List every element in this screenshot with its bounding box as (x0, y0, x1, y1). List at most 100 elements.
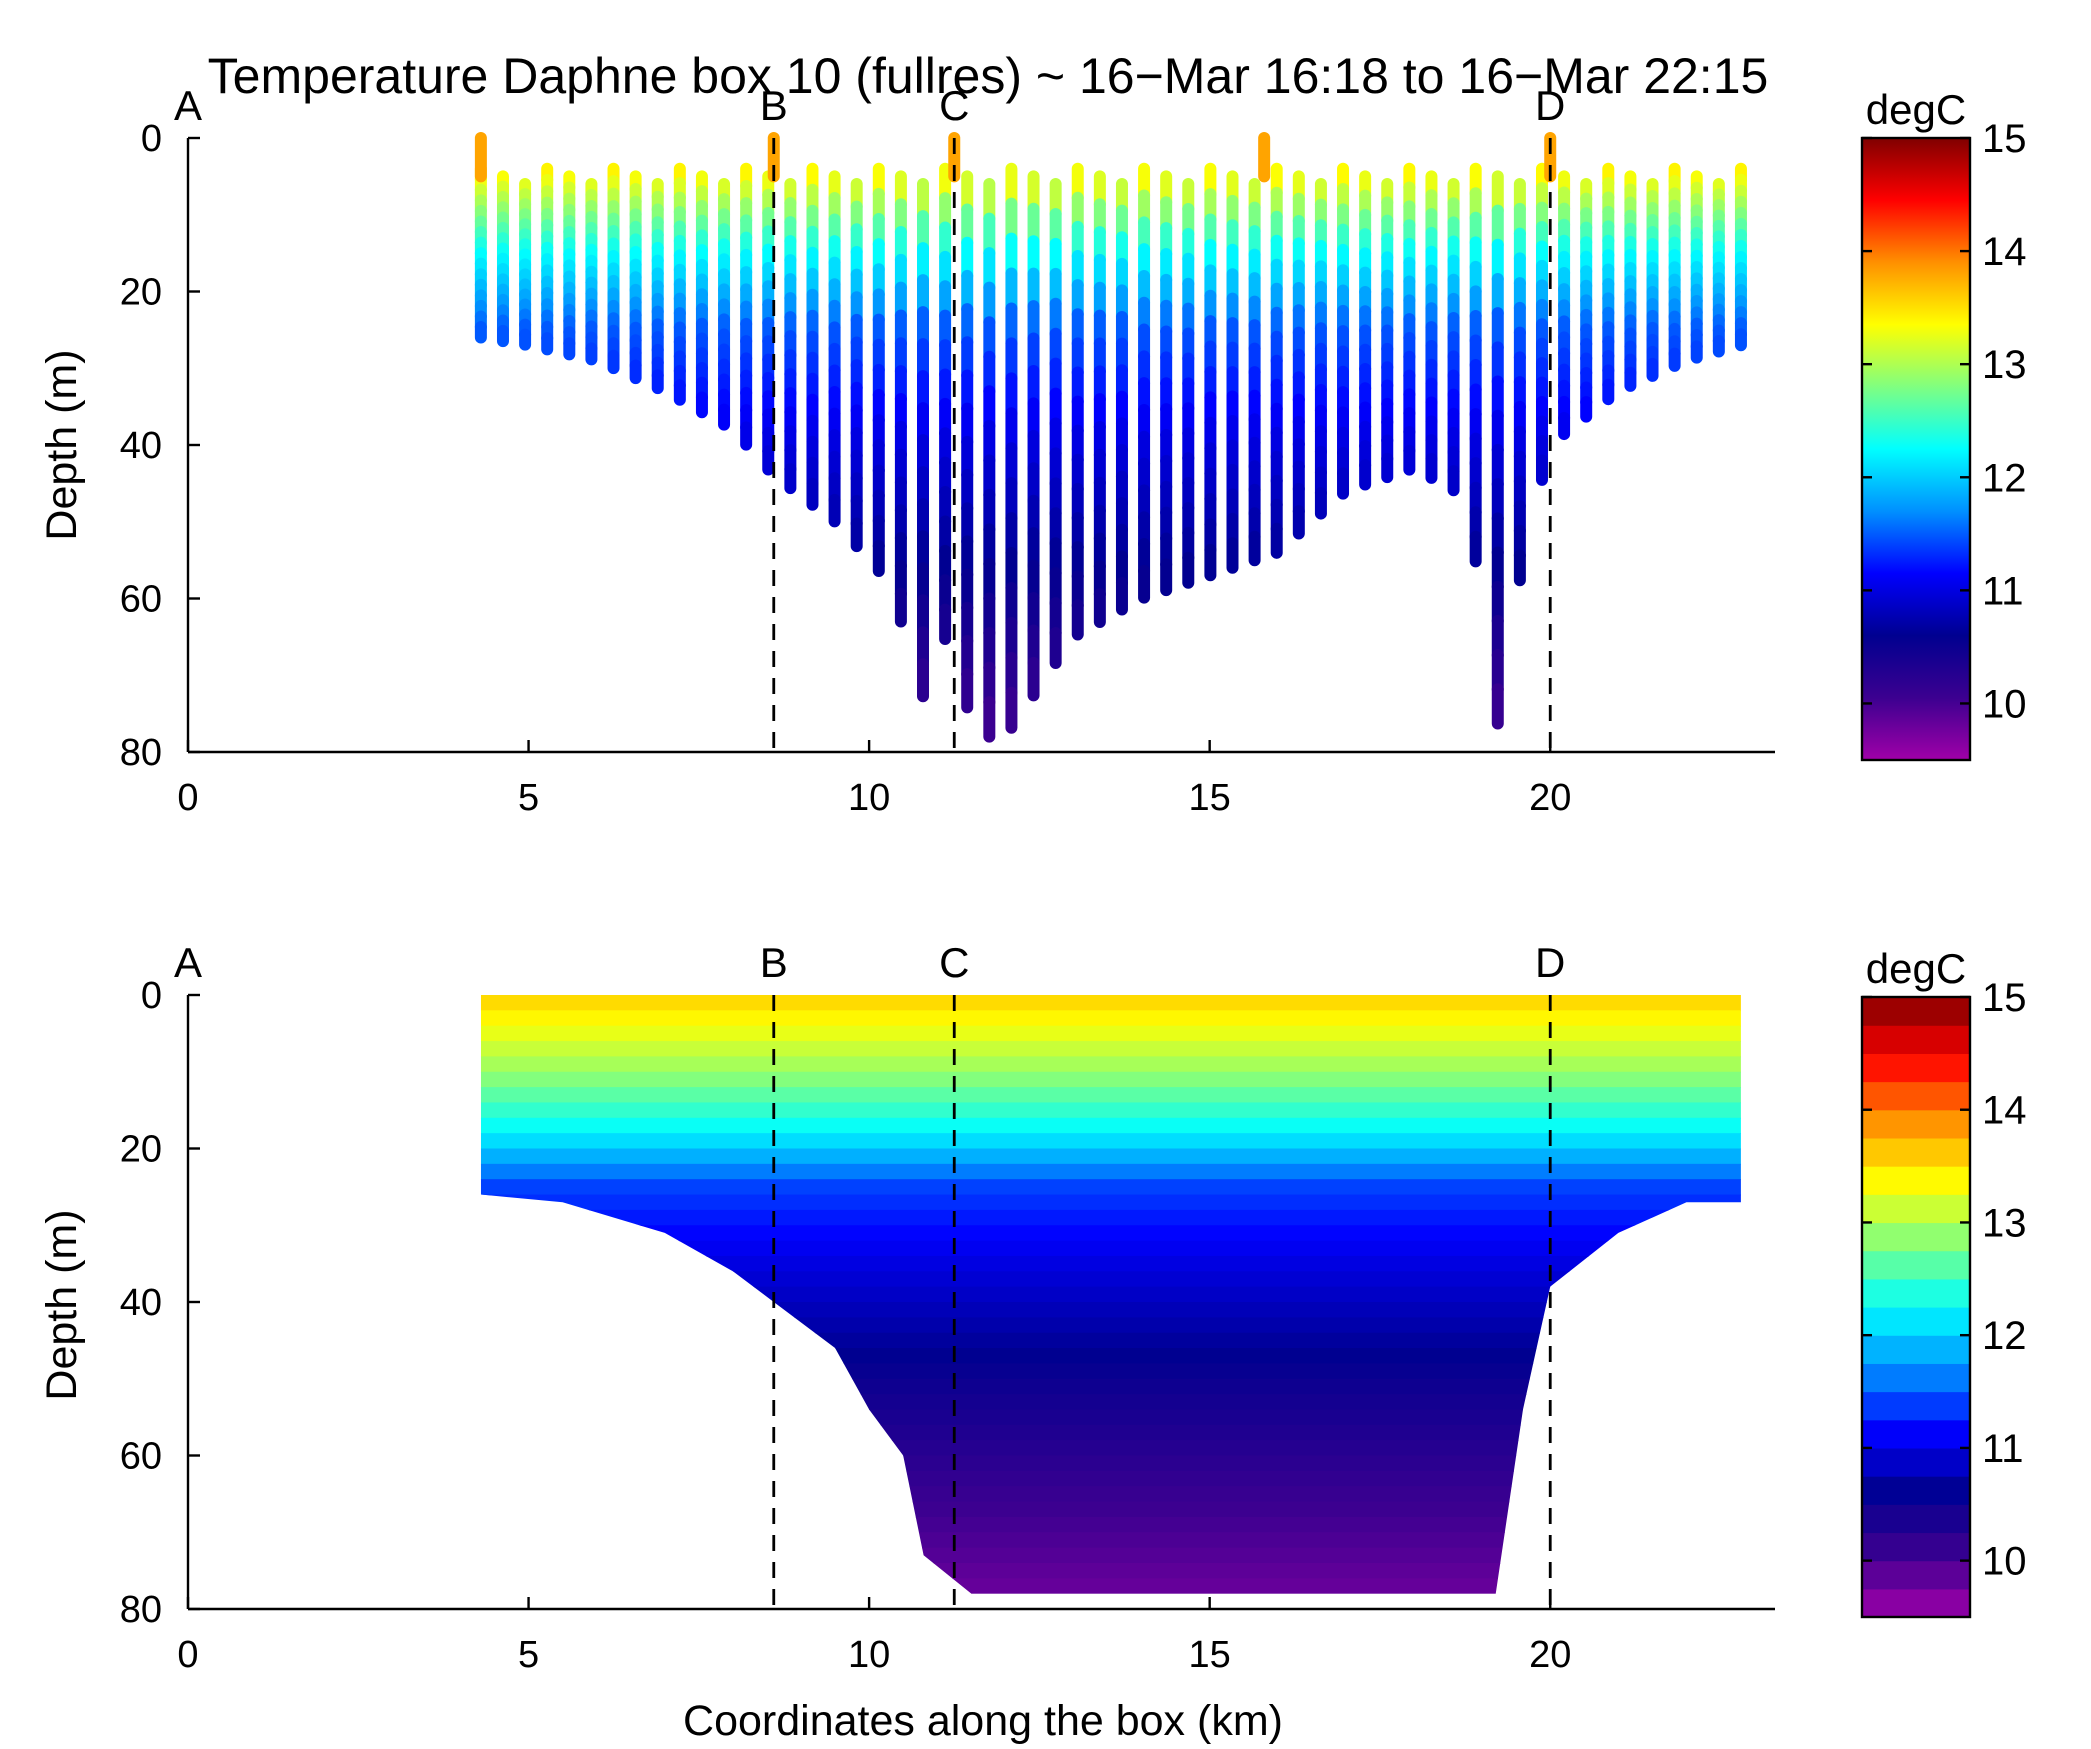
top-y-axis-label: Depth (m) (38, 349, 86, 540)
bottom-colorbar-tick-label: 13 (1982, 1201, 2027, 1245)
top-marker-label-b: B (760, 82, 788, 129)
top-marker-label-d: D (1535, 82, 1565, 129)
figure-title: Temperature Daphne box 10 (fullres) ~ 16… (208, 48, 1769, 104)
bottom-colorbar-band (1862, 1053, 1970, 1083)
bottom-colorbar-band (1862, 1588, 1970, 1618)
temperature-band (480, 1409, 1741, 1426)
top-colorbar-gradient (1862, 138, 1970, 760)
bottom-colorbar: 10 11 12 13 14 15 degC (1860, 945, 2027, 1619)
top-marker-label-c: C (939, 82, 969, 129)
bottom-colorbar-band (1862, 1025, 1970, 1054)
temperature-band (480, 1378, 1741, 1395)
top-y-tick-label: 0 (141, 118, 162, 160)
temperature-band (480, 1302, 1741, 1319)
bottom-x-tick-label: 10 (848, 1634, 890, 1676)
temperature-band (480, 1440, 1741, 1457)
temperature-band (480, 1010, 1741, 1027)
temperature-band (480, 1486, 1741, 1503)
temperature-band (480, 1317, 1741, 1334)
temperature-band (480, 1255, 1741, 1273)
bottom-marker-label-b: B (760, 939, 788, 986)
temperature-band (480, 1363, 1741, 1380)
bottom-colorbar-band (1862, 1307, 1970, 1336)
bottom-colorbar-band (1862, 1447, 1970, 1477)
bottom-colorbar-tick-label: 14 (1982, 1089, 2027, 1133)
bottom-colorbar-unit-label: degC (1866, 945, 1966, 992)
top-colorbar-tick-label: 14 (1982, 230, 2027, 274)
temperature-band (480, 1394, 1741, 1411)
temperature-band (480, 1271, 1741, 1288)
bottom-colorbar-band (1862, 1081, 1970, 1111)
bottom-colorbar-band (1862, 1109, 1970, 1139)
bottom-colorbar-tick-label: 11 (1982, 1427, 2024, 1471)
bottom-colorbar-band (1862, 1335, 1970, 1364)
bottom-colorbar-band (1862, 1560, 1970, 1590)
temperature-band (480, 1087, 1741, 1104)
top-marker-label-a: A (174, 82, 202, 129)
temperature-band (480, 1470, 1741, 1487)
temperature-band (480, 1163, 1741, 1180)
temperature-band (480, 1025, 1741, 1042)
bottom-colorbar-band (1862, 1222, 1970, 1252)
bottom-section-markers: A B C D (174, 939, 1565, 1609)
bottom-y-axis-label: Depth (m) (38, 1209, 86, 1400)
bottom-colorbar-frame (1860, 995, 1972, 1619)
bottom-colorbar-band (1862, 1166, 1970, 1195)
bottom-colorbar-band (1862, 1419, 1970, 1449)
top-dive-profiles (474, 132, 1747, 743)
temperature-bands (480, 995, 1741, 1594)
temperature-band (480, 1516, 1741, 1534)
temperature-band (480, 1148, 1741, 1165)
bottom-axes: 0 5 10 15 20 0 20 40 60 80 (120, 975, 1775, 1676)
temperature-band (480, 1041, 1741, 1058)
temperature-band (480, 995, 1741, 1012)
bottom-marker-label-a: A (174, 939, 202, 986)
temperature-band (480, 1179, 1741, 1196)
temperature-band (480, 1332, 1741, 1349)
bottom-marker-label-c: C (939, 939, 969, 986)
top-x-tick-label: 5 (518, 777, 539, 819)
temperature-band (480, 1286, 1741, 1303)
temperature-band (480, 1424, 1741, 1441)
top-colorbar-tick-label: 10 (1982, 682, 2027, 726)
top-section-markers: A B C D (174, 82, 1565, 752)
bottom-x-tick-label: 0 (177, 1634, 198, 1676)
temperature-band (480, 1225, 1741, 1242)
bottom-marker-label-d: D (1535, 939, 1565, 986)
bottom-colorbar-band (1862, 1250, 1970, 1280)
top-colorbar-frame (1860, 136, 1972, 762)
bottom-colorbar-band (1862, 1391, 1970, 1421)
temperature-band (480, 1133, 1741, 1150)
bottom-y-tick-label: 80 (120, 1589, 162, 1631)
bottom-colorbar-band (1862, 1137, 1970, 1167)
top-y-tick-label: 60 (120, 579, 162, 621)
bottom-y-tick-label: 40 (120, 1282, 162, 1324)
bottom-y-tick-label: 20 (120, 1129, 162, 1171)
bottom-colorbar-band (1862, 1363, 1970, 1393)
bottom-colorbar-tick-label: 12 (1982, 1314, 2027, 1358)
top-colorbar: 10 11 12 13 14 15 degC (1860, 86, 2027, 762)
bottom-colorbar-band (1862, 1476, 1970, 1505)
temperature-band (480, 1071, 1741, 1088)
bottom-x-tick-label: 15 (1189, 1634, 1231, 1676)
temperature-band (480, 1240, 1741, 1257)
top-colorbar-tick-label: 13 (1982, 343, 2027, 387)
top-axes: 0 5 10 15 20 0 20 40 60 80 (120, 118, 1775, 819)
bottom-temperature-field (480, 995, 1741, 1594)
temperature-band (480, 1102, 1741, 1119)
bottom-colorbar-band (1862, 1194, 1970, 1224)
temperature-band (480, 1562, 1741, 1580)
bottom-colorbar-band (1862, 1504, 1970, 1534)
temperature-band (480, 1348, 1741, 1365)
top-x-tick-label: 20 (1529, 777, 1571, 819)
bottom-x-tick-label: 20 (1529, 1634, 1571, 1676)
top-colorbar-tick-label: 11 (1982, 569, 2024, 613)
temperature-band (480, 1501, 1741, 1518)
temperature-band (480, 1056, 1741, 1073)
top-colorbar-tick-label: 15 (1982, 117, 2027, 161)
bottom-colorbar-tick-label: 10 (1982, 1540, 2027, 1584)
top-y-tick-label: 20 (120, 272, 162, 314)
top-colorbar-tick-label: 12 (1982, 456, 2027, 500)
